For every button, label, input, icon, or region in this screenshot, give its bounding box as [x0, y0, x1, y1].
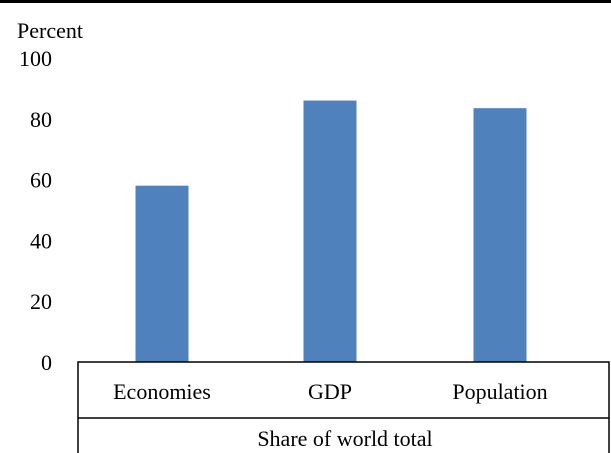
y-tick-label: 80 [30, 107, 52, 132]
x-axis-category-labels: Economies GDP Population [113, 379, 548, 404]
y-tick-label: 40 [30, 228, 52, 253]
x-category-label: Economies [113, 379, 211, 404]
y-tick-label: 20 [30, 289, 52, 314]
y-axis-title: Percent [17, 18, 83, 43]
bar-series [135, 100, 527, 362]
x-axis-title: Share of world total [257, 426, 432, 451]
x-category-label: GDP [308, 379, 352, 404]
bar-population [473, 108, 527, 362]
bar-economies [135, 185, 189, 362]
y-tick-label: 0 [41, 350, 52, 375]
x-category-label: Population [452, 379, 547, 404]
y-tick-label: 100 [19, 46, 52, 71]
y-axis-ticks: 0 20 40 60 80 100 [19, 46, 52, 375]
y-tick-label: 60 [30, 168, 52, 193]
category-axis-box [77, 361, 610, 453]
bar-gdp [303, 100, 357, 362]
